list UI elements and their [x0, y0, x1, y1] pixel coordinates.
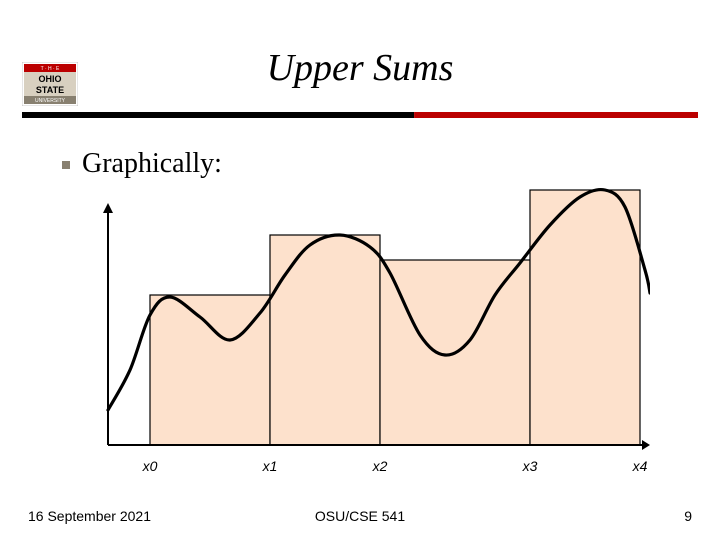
- footer-page-number: 9: [684, 508, 692, 524]
- svg-text:UNIVERSITY: UNIVERSITY: [35, 98, 66, 104]
- upper-sums-chart: [90, 175, 650, 455]
- x-tick-label: x1: [263, 458, 278, 474]
- x-tick-label: x3: [523, 458, 538, 474]
- x-axis-labels: x0 x1 x2 x3 x4: [90, 458, 650, 478]
- x-tick-label: x0: [143, 458, 158, 474]
- bullet-marker: [62, 161, 70, 169]
- x-tick-label: x4: [633, 458, 648, 474]
- footer-course: OSU/CSE 541: [315, 508, 405, 524]
- title-underline: [22, 112, 698, 118]
- slide: T · H · EOHIOSTATEUNIVERSITY Upper Sums …: [0, 0, 720, 540]
- x-tick-label: x2: [373, 458, 388, 474]
- footer-date: 16 September 2021: [28, 508, 151, 524]
- slide-title: Upper Sums: [0, 46, 720, 90]
